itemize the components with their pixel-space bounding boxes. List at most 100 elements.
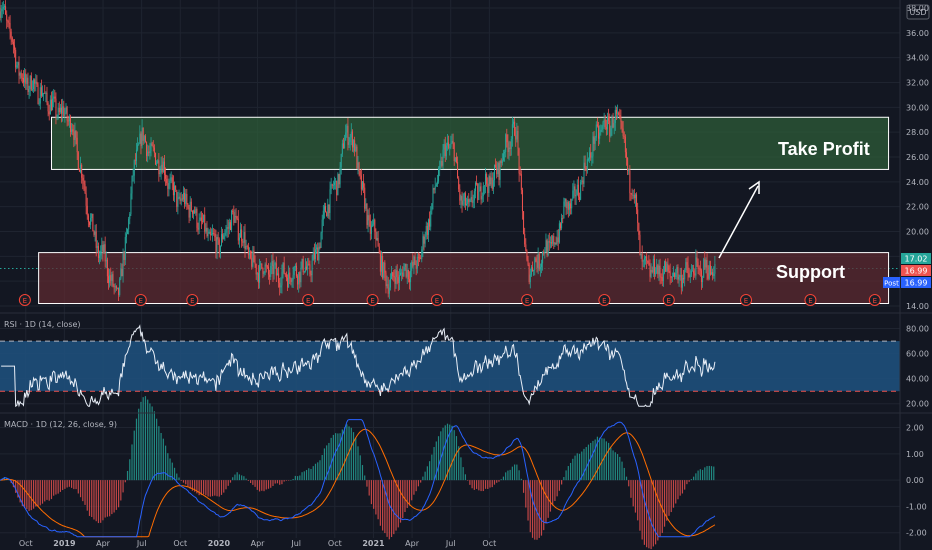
candle-body <box>353 140 355 148</box>
macd-histogram-bar <box>641 480 643 540</box>
candle-body <box>201 221 203 223</box>
rsi-panel[interactable] <box>0 324 900 408</box>
earnings-marker[interactable] <box>134 294 147 306</box>
candle-body <box>499 160 501 180</box>
candle-body <box>37 84 39 104</box>
earnings-marker[interactable] <box>868 294 881 306</box>
candle-body <box>133 160 135 176</box>
macd-histogram-bar <box>415 480 417 492</box>
candle-body <box>291 280 293 282</box>
candle-body <box>139 133 141 144</box>
earnings-marker[interactable] <box>662 294 675 306</box>
candle-body <box>190 201 192 211</box>
candle-body <box>215 237 217 253</box>
earnings-marker[interactable] <box>18 294 31 306</box>
candle-body <box>69 117 71 132</box>
candle-body <box>529 274 531 283</box>
macd-panel[interactable] <box>0 396 716 550</box>
macd-histogram-bar <box>554 480 556 501</box>
candle-body <box>255 264 257 275</box>
earnings-marker[interactable] <box>598 294 611 306</box>
macd-histogram-bar <box>140 401 142 481</box>
candle-body <box>274 263 276 265</box>
candle-body <box>364 187 366 209</box>
macd-histogram-bar <box>467 480 469 481</box>
candle-body <box>103 244 105 254</box>
earnings-marker[interactable] <box>521 294 534 306</box>
time-tick-label: 2019 <box>53 539 76 548</box>
candle-body <box>534 258 536 270</box>
candle-body <box>125 233 127 237</box>
candle-body <box>451 140 453 144</box>
candle-body <box>61 107 63 114</box>
candle-body <box>486 173 488 184</box>
candle-body <box>427 219 429 235</box>
macd-histogram-bar <box>594 439 596 481</box>
candle-body <box>175 185 177 190</box>
candle-body <box>487 183 489 194</box>
macd-histogram-bar <box>50 480 53 500</box>
candle-body <box>34 79 36 84</box>
macd-histogram-bar <box>355 437 357 481</box>
candlestick-series[interactable] <box>0 0 716 301</box>
candle-body <box>67 120 69 122</box>
rsi-band <box>0 341 900 392</box>
candle-body <box>290 278 292 282</box>
last-price-badge: 17.02 <box>901 253 931 264</box>
candle-body <box>619 115 621 118</box>
macd-histogram-bar <box>540 480 543 536</box>
macd-histogram-bar <box>417 480 420 487</box>
candle-body <box>549 242 551 244</box>
candle-body <box>350 131 352 138</box>
earnings-marker[interactable] <box>186 294 199 306</box>
macd-histogram-bar <box>543 480 545 531</box>
candle-body <box>655 273 657 275</box>
candle-body <box>156 163 158 165</box>
candle-body <box>426 226 428 235</box>
macd-histogram-bar <box>294 475 296 481</box>
candle-body <box>313 251 315 259</box>
candle-body <box>372 224 374 226</box>
candle-body <box>72 129 74 132</box>
macd-histogram-bar <box>317 462 319 481</box>
candle-body <box>491 177 493 189</box>
macd-histogram-bar <box>518 470 520 481</box>
currency-badge[interactable]: USD <box>906 4 930 20</box>
candle-body <box>443 144 445 150</box>
candle-body <box>535 258 537 262</box>
macd-histogram-bar <box>198 480 200 496</box>
earnings-marker[interactable] <box>366 294 379 306</box>
macd-histogram-bar <box>473 480 475 490</box>
candle-body <box>632 194 634 196</box>
candle-body <box>584 162 586 169</box>
candle-body <box>128 218 130 230</box>
candle-body <box>623 136 625 137</box>
price-tick-label: 28.00 <box>906 128 929 137</box>
earnings-marker[interactable] <box>430 294 443 306</box>
candle-body <box>146 142 148 156</box>
earnings-marker[interactable] <box>804 294 817 306</box>
macd-histogram-bar <box>446 423 449 481</box>
earnings-marker-label: E <box>525 297 529 305</box>
macd-histogram-bar <box>207 480 209 497</box>
macd-histogram-bar <box>227 480 229 486</box>
macd-tick-label: -1.00 <box>906 502 927 511</box>
candle-body <box>191 210 193 214</box>
macd-histogram-bar <box>361 465 364 481</box>
candle-body <box>659 265 661 277</box>
candle-body <box>262 268 264 274</box>
candle-body <box>586 159 588 171</box>
earnings-marker[interactable] <box>302 294 315 306</box>
macd-histogram-bar <box>84 480 86 505</box>
candle-body <box>153 147 155 154</box>
post-price-value: 16.99 <box>905 279 928 288</box>
candle-body <box>638 222 640 235</box>
macd-histogram-bar <box>142 397 144 481</box>
candle-body <box>10 31 12 38</box>
candle-body <box>250 251 252 258</box>
macd-histogram-bar <box>426 466 428 481</box>
earnings-marker[interactable] <box>740 294 753 306</box>
macd-histogram-bar <box>97 480 100 524</box>
